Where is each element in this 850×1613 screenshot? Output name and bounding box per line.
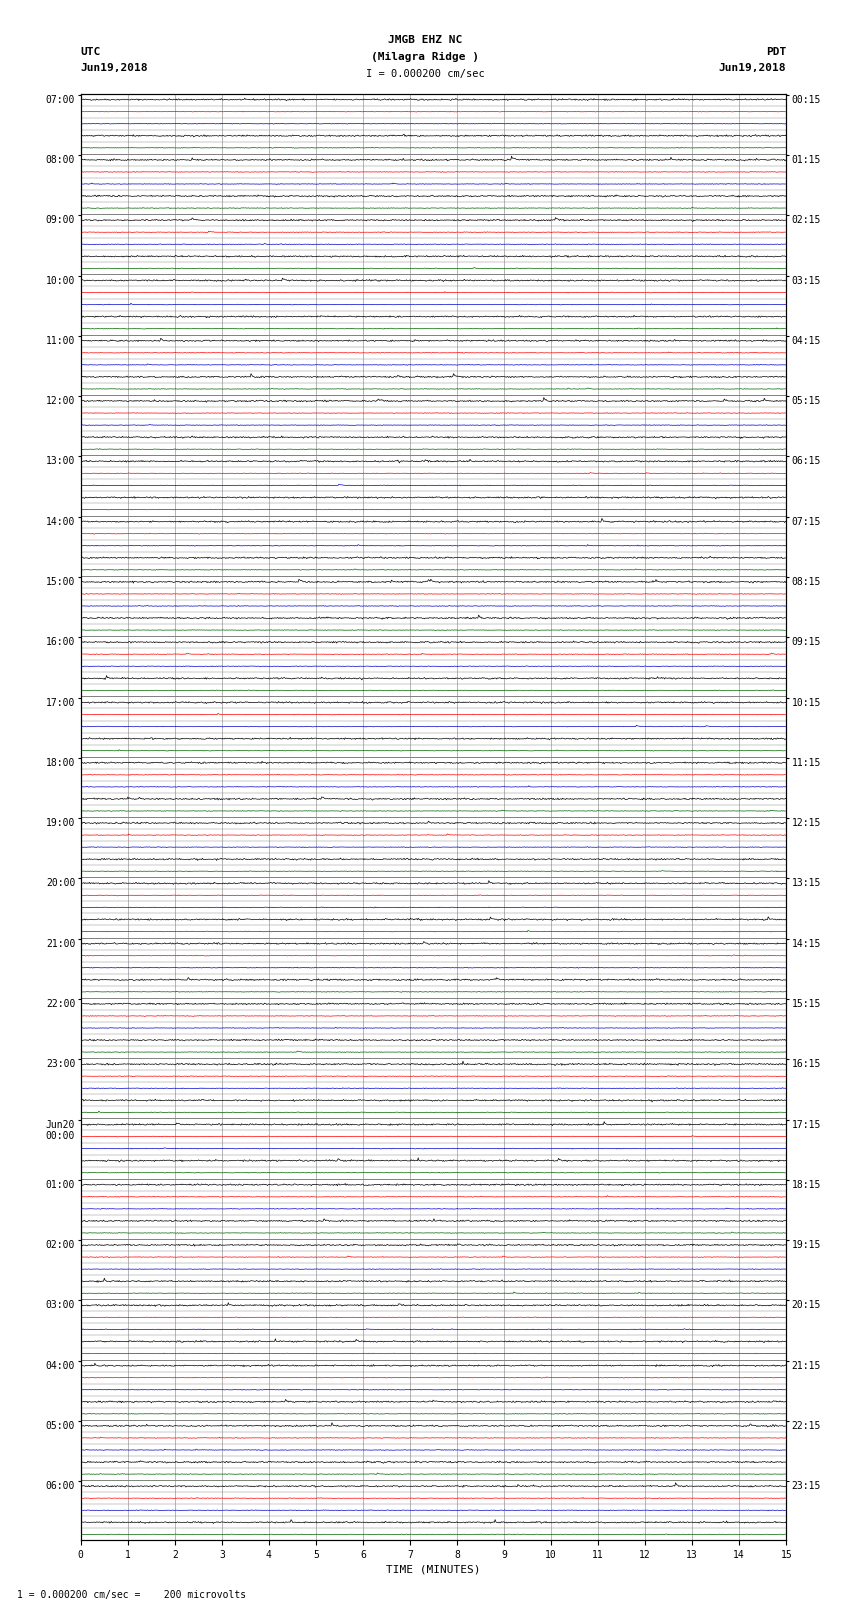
Text: UTC: UTC [81, 47, 101, 56]
Text: JMGB EHZ NC: JMGB EHZ NC [388, 35, 462, 45]
X-axis label: TIME (MINUTES): TIME (MINUTES) [386, 1565, 481, 1574]
Text: Jun19,2018: Jun19,2018 [719, 63, 786, 73]
Text: Jun19,2018: Jun19,2018 [81, 63, 148, 73]
Text: PDT: PDT [766, 47, 786, 56]
Text: I = 0.000200 cm/sec: I = 0.000200 cm/sec [366, 69, 484, 79]
Text: (Milagra Ridge ): (Milagra Ridge ) [371, 52, 479, 61]
Text: 1 = 0.000200 cm/sec =    200 microvolts: 1 = 0.000200 cm/sec = 200 microvolts [17, 1590, 246, 1600]
